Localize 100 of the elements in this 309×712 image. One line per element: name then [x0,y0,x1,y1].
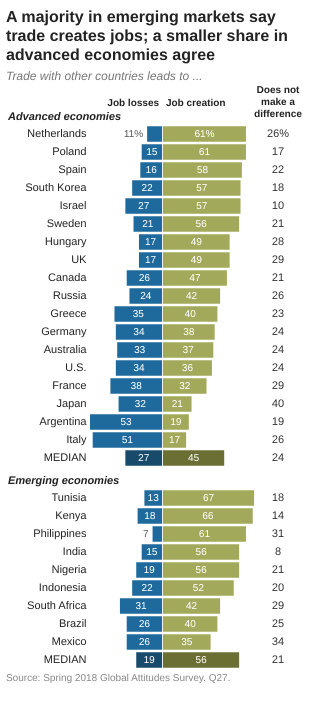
data-label: 40 [184,619,196,630]
data-label: 20 [272,582,284,594]
data-label: 40 [272,398,284,410]
data-label: 52 [192,583,204,594]
data-label: 42 [186,291,198,302]
data-label: 34 [133,363,145,374]
data-label: 13 [148,493,160,504]
data-label: 18 [272,182,284,194]
y-axis-title: Advanced economies [7,111,122,123]
data-label: 22 [142,583,154,594]
data-label: 34 [133,327,145,338]
data-label: 36 [182,363,194,374]
data-label: 56 [196,565,208,576]
data-label: 15 [146,547,158,558]
data-label: 19 [144,655,156,666]
data-label: 29 [272,254,284,266]
data-label: 14 [272,510,284,522]
data-label: 26 [272,434,284,446]
y-tick-label: Spain [58,164,86,176]
y-axis-title: Emerging economies [8,475,120,487]
series-label: Job losses [107,98,160,109]
data-label: 47 [189,273,201,284]
data-label: 29 [272,600,284,612]
data-label: 21 [142,219,154,230]
y-tick-label: Germany [41,326,87,338]
y-tick-label: France [52,380,86,392]
data-label: 53 [120,417,132,428]
data-label: 24 [272,326,284,338]
data-label: 15 [146,147,158,158]
data-label: 16 [146,165,158,176]
y-tick-label: Netherlands [27,128,87,140]
data-label: 18 [144,511,156,522]
data-label: 27 [138,201,150,212]
data-label: 61 [198,529,210,540]
data-label: 27 [138,453,150,464]
text: Does not make a difference [254,85,302,120]
data-label: 22 [142,183,154,194]
y-tick-label: Poland [52,146,86,158]
data-label: 23 [272,308,284,320]
data-label: 57 [196,201,208,212]
data-label: 38 [183,327,195,338]
data-label: 19 [170,417,182,428]
data-label: 26% [266,128,290,140]
data-label: 32 [134,399,146,410]
data-label: 29 [272,380,284,392]
y-tick-label: Nigeria [52,564,88,576]
data-label: 66 [202,511,214,522]
data-label: 24 [140,291,152,302]
data-label: 21 [172,399,184,410]
y-tick-label: Israel [60,200,86,212]
data-label: 34 [272,636,284,648]
y-tick-label: India [62,546,88,558]
y-tick-label: Kenya [55,510,88,522]
bar [147,126,162,142]
data-label: 31 [272,528,284,540]
data-label: 42 [186,601,198,612]
data-label: 21 [272,654,284,666]
data-label: 31 [135,601,147,612]
y-tick-label: Mexico [52,636,86,648]
data-label: 33 [134,345,146,356]
y-tick-label: Australia [44,344,88,356]
data-label: 37 [182,345,194,356]
y-tick-label: Indonesia [38,582,88,594]
data-label: 19 [272,416,284,428]
data-label: 7 [142,529,149,540]
data-label: 17 [168,435,181,446]
data-label: 51 [122,435,134,446]
y-tick-label: Canada [48,272,88,284]
data-label: 61% [194,129,215,140]
data-label: 35 [132,309,144,320]
y-tick-label: MEDIAN [44,654,87,666]
y-tick-label: MEDIAN [44,452,87,464]
data-label: 58 [196,165,208,176]
data-label: 35 [181,637,193,648]
data-label: 8 [274,546,282,558]
data-label: 56 [196,219,208,230]
data-label: 21 [272,218,284,230]
data-label: 21 [272,564,284,576]
data-label: 17 [272,146,284,158]
data-label: 49 [190,255,202,266]
data-label: 11% [124,129,144,140]
y-tick-label: U.S. [65,362,86,374]
data-label: 45 [188,453,200,464]
data-label: 28 [272,236,284,248]
bar [152,526,162,542]
y-tick-label: Philippines [33,528,87,540]
data-label: 40 [184,309,196,320]
data-label: 18 [272,492,284,504]
y-tick-label: Italy [66,434,87,446]
y-tick-label: Hungary [44,236,87,248]
data-label: 26 [138,637,150,648]
data-label: 49 [190,237,202,248]
y-tick-label: Brazil [58,618,86,630]
y-tick-label: UK [71,254,88,266]
data-label: 32 [179,381,191,392]
data-label: 26 [138,273,150,284]
data-label: 25 [272,618,284,630]
series-label: Job creation [166,98,226,109]
data-label: 67 [202,493,215,504]
data-label: 57 [196,183,208,194]
